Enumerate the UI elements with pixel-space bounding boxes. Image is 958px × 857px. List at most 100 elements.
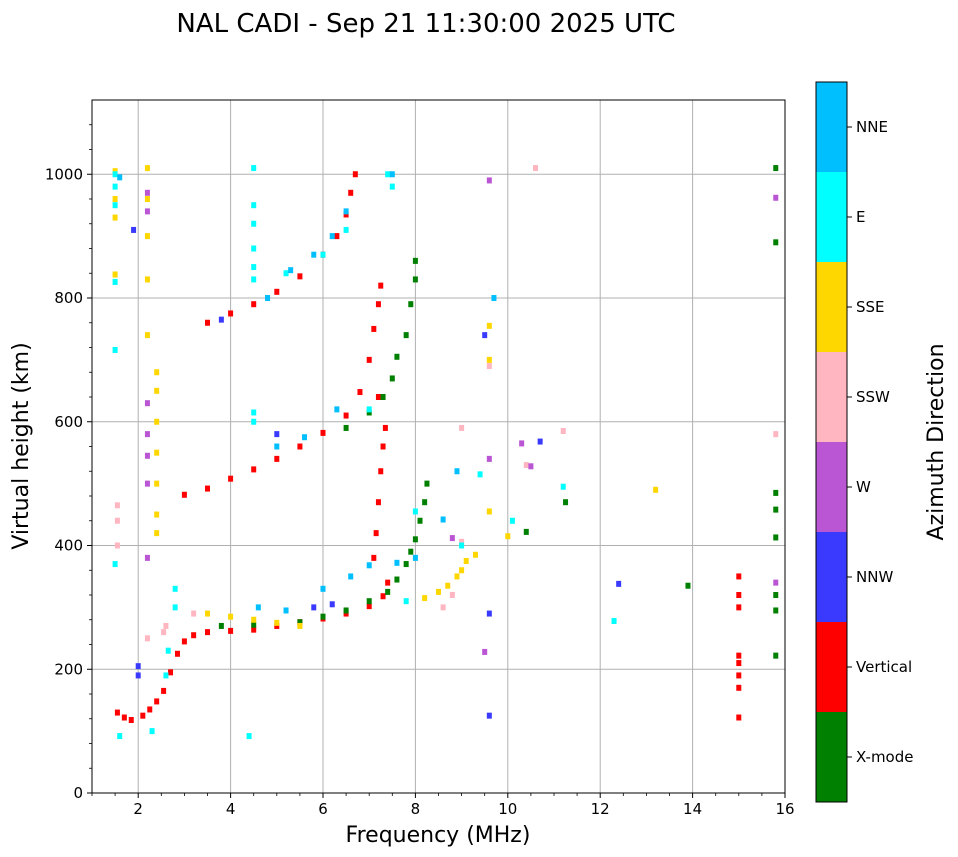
y-axis: 0 200 400 600 800 1000 xyxy=(45,124,92,802)
echo-point-x-mode xyxy=(389,375,395,382)
colorbar-swatch xyxy=(816,622,847,712)
echo-point-nnw xyxy=(486,610,492,617)
echo-point-e xyxy=(611,617,617,624)
echo-point-e xyxy=(251,165,257,172)
echo-point-vertical xyxy=(378,282,384,289)
echo-point-vertical xyxy=(736,660,742,667)
echo-point-x-mode xyxy=(403,332,409,339)
colorbar-swatch xyxy=(816,532,847,622)
echo-point-vertical xyxy=(343,412,349,419)
echo-point-w xyxy=(519,440,525,447)
echo-point-vertical xyxy=(205,485,210,492)
echo-point-vertical xyxy=(352,171,358,178)
echo-point-e xyxy=(112,278,118,285)
echo-point-ssw xyxy=(560,428,566,435)
echo-point-vertical xyxy=(373,530,379,537)
echo-point-vertical xyxy=(736,652,742,659)
echo-point-x-mode xyxy=(773,652,779,659)
echo-point-nnw xyxy=(135,663,141,670)
echo-point-x-mode xyxy=(773,239,779,246)
echo-point-e xyxy=(251,409,257,416)
echo-point-x-mode xyxy=(685,582,691,589)
echo-point-e xyxy=(283,270,289,277)
echo-point-vertical xyxy=(320,429,326,436)
echo-point-ssw xyxy=(449,592,455,598)
echo-point-sse xyxy=(653,486,659,493)
echo-point-w xyxy=(144,452,150,459)
echo-point-vertical xyxy=(168,669,174,676)
echo-point-vertical xyxy=(736,592,742,598)
colorbar-swatch xyxy=(816,442,847,532)
x-tick-label: 8 xyxy=(411,800,421,818)
echo-point-sse xyxy=(486,356,492,363)
echo-point-sse xyxy=(228,613,234,620)
echo-point-nne xyxy=(412,554,418,561)
echo-point-ssw xyxy=(191,610,197,617)
echo-point-w xyxy=(486,455,492,462)
echo-point-nne xyxy=(440,516,446,523)
echo-point-w xyxy=(144,431,150,438)
echo-point-vertical xyxy=(114,709,120,716)
echo-point-sse xyxy=(154,418,160,425)
colorbar-label: NNE xyxy=(856,118,888,136)
echo-point-x-mode xyxy=(408,548,414,555)
echo-point-vertical xyxy=(343,211,349,218)
echo-point-ssw xyxy=(161,629,167,636)
echo-point-sse xyxy=(445,582,451,589)
echo-point-vertical xyxy=(251,466,257,473)
echo-point-x-mode xyxy=(320,613,326,620)
echo-point-vertical xyxy=(228,475,234,482)
echo-point-sse xyxy=(463,557,469,564)
echo-point-x-mode xyxy=(366,409,372,416)
colorbar-swatch xyxy=(816,262,847,352)
echo-point-nne xyxy=(274,443,280,450)
echo-point-w xyxy=(449,535,455,542)
x-tick-label: 12 xyxy=(591,800,610,818)
x-tick-label: 14 xyxy=(683,800,702,818)
echo-point-e xyxy=(251,220,257,227)
echo-point-x-mode xyxy=(417,517,423,524)
x-tick-label: 6 xyxy=(318,800,328,818)
echo-point-nnw xyxy=(274,431,280,438)
echo-point-e xyxy=(117,733,123,740)
echo-point-x-mode xyxy=(773,592,779,598)
echo-point-ssw xyxy=(773,431,779,438)
echo-point-vertical xyxy=(228,310,234,317)
x-tick-label: 10 xyxy=(498,800,517,818)
echo-traces xyxy=(112,165,779,740)
echo-point-sse xyxy=(251,616,257,623)
echo-point-e xyxy=(412,508,418,515)
echo-point-nnw xyxy=(482,332,488,339)
echo-point-x-mode xyxy=(385,588,391,595)
echo-point-nne xyxy=(302,434,308,441)
colorbar-swatch xyxy=(816,352,847,442)
y-tick-label: 0 xyxy=(73,784,83,802)
echo-point-e xyxy=(163,672,169,679)
echo-point-x-mode xyxy=(422,499,428,506)
echo-point-sse xyxy=(112,214,118,221)
echo-point-nne xyxy=(117,174,123,181)
echo-point-vertical xyxy=(205,629,210,636)
echo-point-w xyxy=(482,648,488,655)
echo-point-sse xyxy=(486,508,492,515)
echo-point-vertical xyxy=(274,622,280,629)
echo-point-x-mode xyxy=(408,301,414,308)
colorbar-swatch xyxy=(816,172,847,262)
echo-point-sse xyxy=(422,595,428,602)
echo-point-nne xyxy=(265,295,271,301)
echo-point-vertical xyxy=(274,455,280,462)
echo-point-sse xyxy=(154,530,160,537)
echo-point-x-mode xyxy=(412,257,418,264)
echo-point-e xyxy=(149,728,155,735)
echo-point-vertical xyxy=(334,233,340,240)
x-axis: 2 4 6 8 10 12 14 16 xyxy=(91,793,795,818)
echo-point-vertical xyxy=(161,687,167,694)
echo-point-sse xyxy=(112,168,118,175)
echo-point-vertical xyxy=(385,579,391,586)
echo-point-e xyxy=(343,226,349,233)
echo-point-x-mode xyxy=(366,598,372,605)
echo-point-e xyxy=(172,585,178,592)
echo-point-vertical xyxy=(274,288,280,295)
echo-point-vertical xyxy=(375,499,381,506)
echo-point-vertical xyxy=(378,468,384,475)
